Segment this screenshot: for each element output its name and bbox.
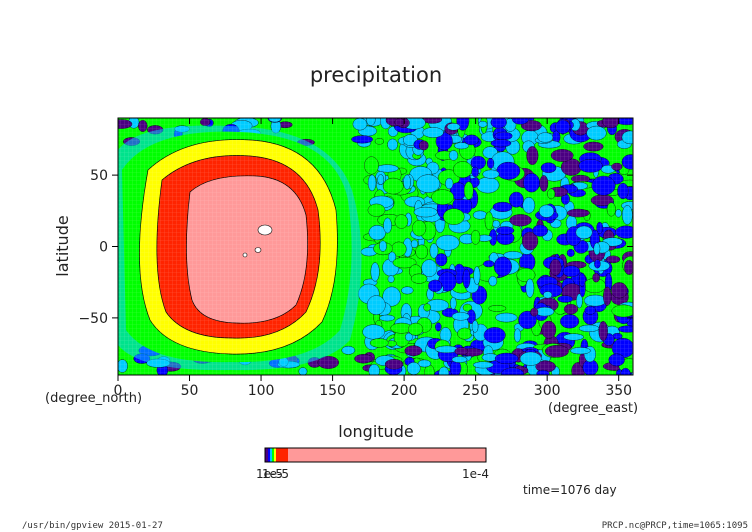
- y-tick-label: 0: [99, 240, 108, 256]
- colorbar: 1e-5 1e-5 1e-4: [256, 447, 489, 481]
- x-tick-label: 200: [391, 383, 418, 399]
- x-tick-label: 300: [534, 383, 561, 399]
- colorbar-swatch-red: [276, 448, 288, 462]
- colorbar-swatch-indigo: [265, 448, 268, 462]
- colorbar-swatch-green: [272, 448, 274, 462]
- colorbar-right-label: 1e-4: [462, 467, 489, 481]
- colorbar-swatch-cyan: [270, 448, 272, 462]
- colorbar-left-label: 1e-5: [256, 467, 283, 481]
- chart-title: precipitation: [310, 63, 442, 87]
- x-axis-title: longitude: [338, 422, 413, 441]
- y-tick-label: 50: [90, 168, 108, 184]
- x-tick-label: 150: [319, 383, 346, 399]
- time-label: time=1076 day: [523, 483, 617, 497]
- colorbar-swatch-blue: [268, 448, 270, 462]
- y-axis: 50 0 −50: [78, 168, 633, 327]
- x-tick-label: 350: [605, 383, 632, 399]
- x-tick-label: 50: [181, 383, 199, 399]
- x-tick-label: 0: [114, 383, 123, 399]
- y-unit-label: (degree_north): [45, 391, 142, 406]
- colorbar-swatch-yellow: [274, 448, 276, 462]
- y-tick-label: −50: [78, 311, 108, 327]
- colorbar-frame: [264, 447, 487, 463]
- colorbar-left-label-overlap: 1e-5: [262, 467, 289, 481]
- grid-overlay: [118, 118, 633, 375]
- plot-area: [118, 118, 633, 375]
- colorbar-swatch-pink: [288, 448, 486, 462]
- x-tick-label: 100: [248, 383, 275, 399]
- footer-right: PRCP.nc@PRCP,time=1065:1095: [602, 521, 748, 531]
- y-axis-title: latitude: [53, 215, 72, 276]
- x-axis: 0 50 100 150 200 250 300 350: [114, 118, 632, 399]
- x-unit-label: (degree_east): [548, 401, 638, 416]
- footer-left: /usr/bin/gpview 2015-01-27: [22, 521, 163, 531]
- x-tick-label: 250: [462, 383, 489, 399]
